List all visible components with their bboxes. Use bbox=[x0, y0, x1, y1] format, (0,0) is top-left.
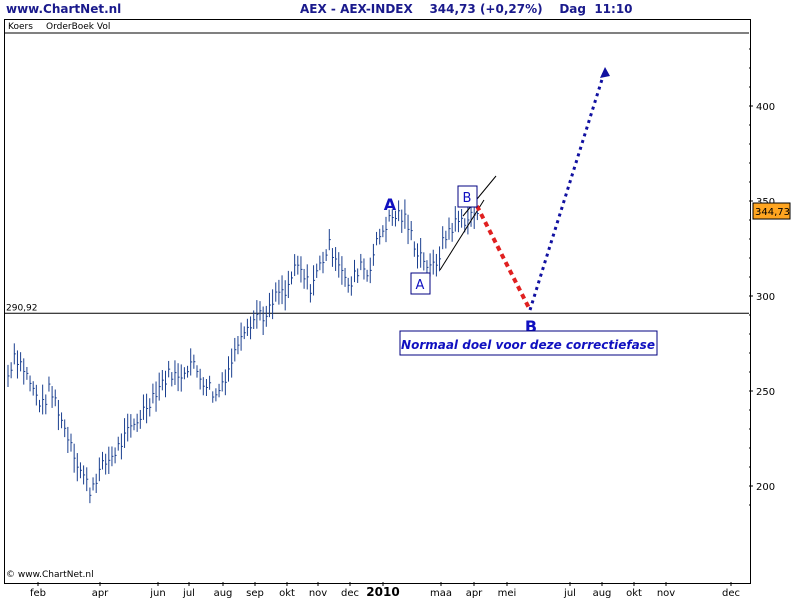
site-name[interactable]: www.ChartNet.nl bbox=[6, 2, 122, 16]
last-value-label: 344,73 bbox=[755, 207, 790, 218]
last-value-box bbox=[752, 202, 791, 220]
y-tick-label: 350 bbox=[756, 197, 775, 208]
period-label: Dag bbox=[559, 2, 586, 16]
projected-down-line bbox=[475, 205, 532, 311]
x-tick-label: dec bbox=[341, 588, 359, 599]
wave-label-a-peak: A bbox=[384, 195, 397, 214]
y-tick-label: 250 bbox=[756, 387, 775, 398]
wave-label-a-low: A bbox=[416, 278, 425, 293]
x-tick-label: apr bbox=[466, 588, 483, 599]
copyright-text: © www.ChartNet.nl bbox=[6, 570, 94, 580]
chart-header: AEX - AEX-INDEX 344,73 (+0,27%) Dag 11:1… bbox=[300, 2, 633, 16]
x-tick-label: 2010 bbox=[366, 585, 399, 599]
chart-panel bbox=[4, 19, 751, 584]
target-annotation-text: Normaal doel voor deze correctiefase bbox=[401, 338, 655, 352]
x-tick-label: sep bbox=[246, 588, 264, 599]
wedge-upper-line bbox=[462, 175, 497, 217]
wave-label-b-box bbox=[457, 185, 478, 208]
x-tick-label: jul bbox=[182, 588, 195, 599]
target-annotation-box bbox=[399, 330, 658, 356]
x-tick-label: okt bbox=[626, 588, 642, 599]
x-tick-label: aug bbox=[214, 588, 233, 599]
time-label: 11:10 bbox=[594, 2, 633, 16]
wedge-lower-line bbox=[439, 199, 485, 271]
top-bar: www.ChartNet.nl AEX - AEX-INDEX 344,73 (… bbox=[0, 0, 800, 17]
x-tick-label: dec bbox=[722, 588, 740, 599]
x-tick-label: maa bbox=[430, 588, 452, 599]
quote-label: 344,73 (+0,27%) bbox=[429, 2, 543, 16]
reference-label: 290,92 bbox=[6, 303, 38, 313]
x-tick-label: nov bbox=[657, 588, 675, 599]
x-tick-label: apr bbox=[92, 588, 109, 599]
x-tick-label: aug bbox=[593, 588, 612, 599]
wave-label-b-high: B bbox=[463, 191, 472, 206]
x-tick-label: jul bbox=[563, 588, 576, 599]
projected-up-arrowhead bbox=[600, 67, 610, 78]
y-tick-label: 400 bbox=[756, 102, 775, 113]
x-tick-label: jun bbox=[149, 588, 165, 599]
x-tick-label: feb bbox=[30, 588, 46, 599]
symbol-label: AEX - AEX-INDEX bbox=[300, 2, 413, 16]
tab-orderboek-vol[interactable]: OrderBoek Vol bbox=[46, 22, 111, 32]
wave-label-a-box bbox=[410, 272, 431, 295]
y-tick-label: 300 bbox=[756, 292, 775, 303]
x-tick-label: okt bbox=[279, 588, 295, 599]
tab-koers[interactable]: Koers bbox=[8, 22, 33, 32]
projected-up-line bbox=[528, 72, 606, 311]
x-tick-label: nov bbox=[309, 588, 327, 599]
x-tick-label: mei bbox=[498, 588, 517, 599]
y-tick-label: 200 bbox=[756, 482, 775, 493]
